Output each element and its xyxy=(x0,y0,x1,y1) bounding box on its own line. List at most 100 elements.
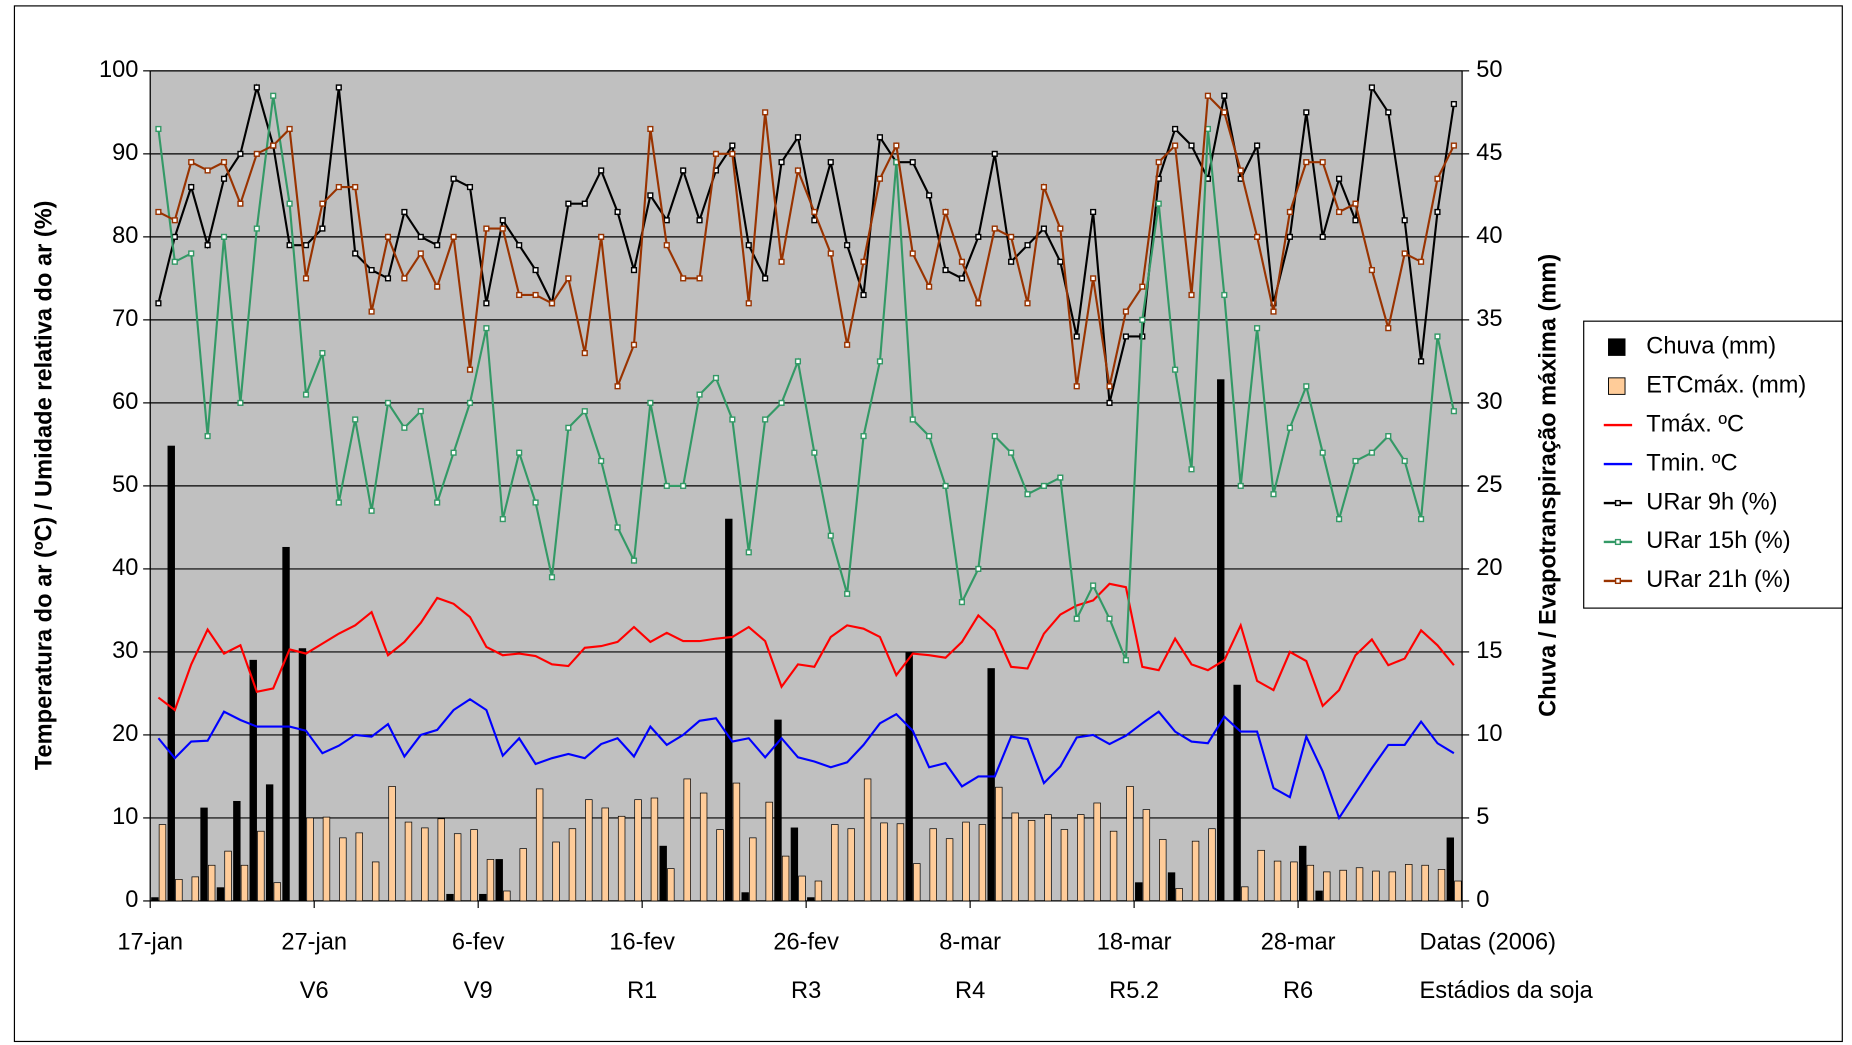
bar xyxy=(158,824,167,902)
marker xyxy=(1172,142,1179,149)
marker xyxy=(860,258,867,265)
marker xyxy=(926,283,933,290)
bar xyxy=(1044,814,1052,902)
bar xyxy=(355,832,363,902)
bar xyxy=(388,786,396,902)
marker xyxy=(1040,482,1047,489)
bar xyxy=(453,833,462,902)
marker xyxy=(1336,516,1343,523)
marker xyxy=(286,200,293,207)
marker xyxy=(942,208,949,216)
marker xyxy=(253,225,260,232)
marker xyxy=(286,125,293,133)
bar xyxy=(617,815,626,902)
bar xyxy=(1290,861,1298,902)
marker xyxy=(1221,291,1228,299)
bar xyxy=(1405,864,1413,902)
bar xyxy=(1093,802,1101,902)
marker xyxy=(384,275,392,282)
bar xyxy=(995,786,1003,902)
bar xyxy=(1372,870,1380,902)
marker xyxy=(1221,92,1228,99)
bar xyxy=(1217,379,1225,902)
y2-tick-label: 5 xyxy=(1476,804,1489,830)
marker xyxy=(204,242,211,249)
line xyxy=(157,697,1455,821)
marker xyxy=(1270,491,1277,498)
legend-label: ETCmáx. (mm) xyxy=(1646,372,1806,398)
marker xyxy=(335,499,342,506)
bar xyxy=(552,841,560,902)
marker xyxy=(630,341,638,348)
marker xyxy=(696,391,703,398)
stage-label: R5.2 xyxy=(1109,978,1159,1004)
bar xyxy=(1306,864,1315,902)
marker xyxy=(1024,300,1031,307)
bar xyxy=(601,807,609,902)
marker xyxy=(1401,250,1408,257)
marker xyxy=(155,300,162,307)
bar xyxy=(1339,869,1347,902)
marker xyxy=(401,275,408,282)
marker xyxy=(1270,308,1277,315)
y2-tick-label: 50 xyxy=(1476,57,1502,83)
y2-tick-label: 35 xyxy=(1476,306,1502,332)
x-tick-label: 27-jan xyxy=(281,930,347,956)
marker xyxy=(1254,325,1261,332)
marker xyxy=(630,557,638,564)
marker xyxy=(220,175,228,182)
marker xyxy=(598,457,605,465)
marker xyxy=(1139,283,1146,290)
bar xyxy=(880,822,888,902)
bar xyxy=(1299,845,1307,902)
marker xyxy=(319,225,326,232)
marker xyxy=(548,300,556,307)
x-tick-label: 18-mar xyxy=(1097,930,1172,956)
marker xyxy=(745,242,752,249)
marker xyxy=(991,150,998,157)
bar xyxy=(200,807,208,902)
bar xyxy=(1437,869,1446,902)
bar xyxy=(1446,837,1455,902)
bar xyxy=(945,838,954,902)
marker xyxy=(1024,491,1031,498)
marker xyxy=(663,482,670,489)
marker xyxy=(1040,183,1047,191)
marker xyxy=(647,399,654,406)
bar xyxy=(233,800,241,902)
marker xyxy=(319,350,326,357)
marker xyxy=(1172,366,1179,373)
marker xyxy=(1418,516,1425,523)
line xyxy=(157,95,1455,661)
bar xyxy=(659,845,667,902)
y2-tick-label: 40 xyxy=(1476,223,1502,249)
marker xyxy=(565,424,572,431)
marker xyxy=(253,150,260,157)
bar xyxy=(732,782,741,902)
marker xyxy=(647,125,654,133)
marker xyxy=(762,416,769,423)
x-tick-label: 17-jan xyxy=(117,930,183,956)
legend-label: Tmáx. ºC xyxy=(1646,411,1744,437)
marker xyxy=(368,507,375,514)
marker xyxy=(926,192,933,199)
bar xyxy=(1191,840,1200,902)
marker xyxy=(1172,125,1179,133)
marker xyxy=(302,242,310,249)
marker xyxy=(696,275,703,282)
bar xyxy=(749,837,757,902)
bar xyxy=(585,799,593,902)
y-tick-label: 50 xyxy=(112,472,138,498)
bar xyxy=(207,864,216,902)
marker xyxy=(729,142,736,149)
marker xyxy=(827,532,834,539)
stage-label: V6 xyxy=(300,978,329,1004)
stage-label: R6 xyxy=(1283,978,1313,1004)
marker xyxy=(548,574,556,581)
bar xyxy=(798,875,806,902)
marker xyxy=(450,449,457,456)
marker xyxy=(762,109,769,116)
marker xyxy=(1106,399,1113,406)
marker xyxy=(319,200,326,207)
